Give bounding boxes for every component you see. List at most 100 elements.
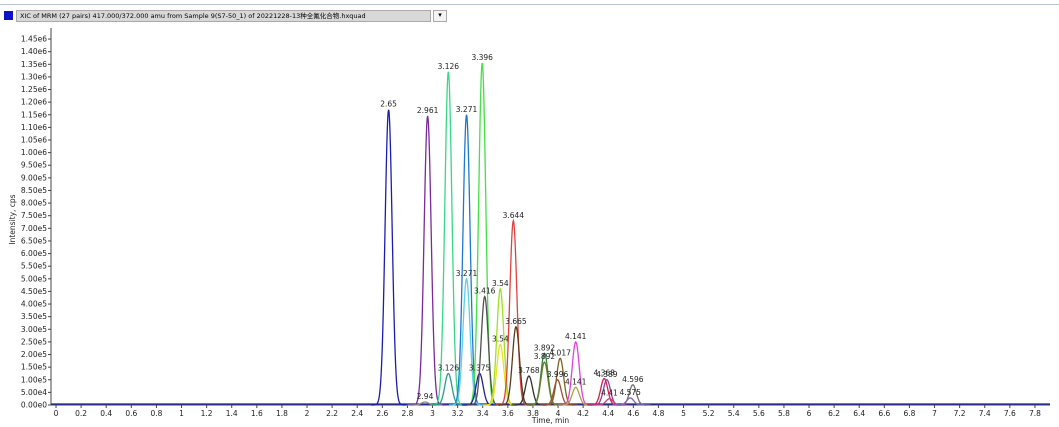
peak bbox=[612, 397, 648, 406]
x-tick-label: 1 bbox=[179, 409, 184, 418]
y-tick-label: 8.00e5 bbox=[21, 199, 47, 208]
peak-label: 4.389 bbox=[596, 370, 618, 379]
y-tick-label: 5.00e4 bbox=[21, 388, 47, 397]
y-tick-label: 2.50e5 bbox=[21, 337, 47, 346]
y-tick-label: 4.50e5 bbox=[21, 287, 47, 296]
y-tick-label: 9.50e5 bbox=[21, 161, 47, 170]
peak-label: 3.768 bbox=[518, 366, 540, 375]
x-tick-label: 6.4 bbox=[853, 409, 865, 418]
x-tick-label: 2.8 bbox=[401, 409, 413, 418]
x-tick-label: 7.8 bbox=[1029, 409, 1041, 418]
y-tick-label: 1.05e6 bbox=[21, 136, 47, 145]
peak-label: 2.65 bbox=[380, 100, 397, 109]
peak bbox=[495, 218, 531, 406]
y-tick-label: 3.00e5 bbox=[21, 325, 47, 334]
y-tick-label: 1.30e6 bbox=[21, 72, 47, 81]
x-tick-label: 5.8 bbox=[778, 409, 790, 418]
peak-label: 4.368 bbox=[593, 369, 615, 378]
peak-label: 4.575 bbox=[619, 388, 641, 397]
peak-label: 2.961 bbox=[417, 106, 439, 115]
x-axis-label: Time, min bbox=[531, 416, 570, 425]
y-tick-label: 1.25e6 bbox=[21, 85, 47, 94]
x-tick-label: 6.6 bbox=[878, 409, 890, 418]
x-tick-label: 1.8 bbox=[276, 409, 288, 418]
x-tick-label: 1.4 bbox=[226, 409, 238, 418]
y-tick-label: 1.45e6 bbox=[21, 35, 47, 44]
x-tick-label: 2 bbox=[305, 409, 310, 418]
trace-name: XIC of MRM (27 pairs) 417.000/372.000 am… bbox=[16, 9, 431, 22]
peak-label: 3.54 bbox=[492, 334, 509, 343]
peak-label: 3.126 bbox=[438, 363, 460, 372]
x-tick-label: 3.8 bbox=[527, 409, 539, 418]
trace-color bbox=[4, 11, 13, 20]
y-tick-label: 5.00e5 bbox=[21, 274, 47, 283]
y-tick-label: 2.00e5 bbox=[21, 350, 47, 359]
x-tick-label: 2.2 bbox=[326, 409, 338, 418]
peak-label: 3.54 bbox=[492, 279, 509, 288]
peak-label: 4.141 bbox=[565, 377, 587, 386]
peak-label: 3.126 bbox=[438, 62, 460, 71]
x-tick-label: 0.4 bbox=[100, 409, 112, 418]
x-tick-label: 7 bbox=[932, 409, 937, 418]
x-tick-label: 1.2 bbox=[201, 409, 213, 418]
x-tick-label: 4.2 bbox=[577, 409, 589, 418]
y-tick-label: 1.35e6 bbox=[21, 60, 47, 69]
y-tick-label: 9.00e5 bbox=[21, 173, 47, 182]
x-tick-label: 4.4 bbox=[602, 409, 614, 418]
peak-label: 3.271 bbox=[456, 269, 478, 278]
x-tick-label: 0 bbox=[54, 409, 59, 418]
peak bbox=[410, 115, 446, 406]
y-tick-label: 0.00e0 bbox=[21, 401, 47, 410]
peak-label: 3.644 bbox=[503, 211, 525, 220]
trace-selector[interactable]: XIC of MRM (27 pairs) 417.000/372.000 am… bbox=[4, 9, 447, 22]
top-border bbox=[0, 4, 1059, 5]
peak-label: 3.396 bbox=[471, 53, 493, 62]
peak bbox=[539, 379, 576, 406]
y-tick-label: 1.50e5 bbox=[21, 363, 47, 372]
peak bbox=[448, 277, 485, 406]
peak-label: 4.017 bbox=[549, 348, 571, 357]
y-tick-label: 1.10e6 bbox=[21, 123, 47, 132]
peak-label: 3.892 bbox=[534, 352, 556, 361]
y-tick-label: 6.00e5 bbox=[21, 249, 47, 258]
x-tick-label: 7.6 bbox=[1004, 409, 1016, 418]
x-tick-label: 3 bbox=[430, 409, 435, 418]
y-tick-label: 1.00e5 bbox=[21, 375, 47, 384]
x-tick-label: 4.6 bbox=[627, 409, 639, 418]
y-tick-label: 1.40e6 bbox=[21, 47, 47, 56]
x-tick-label: 1.6 bbox=[251, 409, 263, 418]
peak bbox=[526, 361, 563, 406]
y-tick-label: 4.00e5 bbox=[21, 300, 47, 309]
x-tick-label: 0.2 bbox=[75, 409, 87, 418]
peak-label: 3.665 bbox=[505, 317, 527, 326]
peak-label: 3.892 bbox=[534, 343, 556, 352]
x-tick-label: 7.4 bbox=[979, 409, 991, 418]
y-tick-label: 6.50e5 bbox=[21, 236, 47, 245]
x-tick-label: 3.6 bbox=[502, 409, 514, 418]
x-tick-label: 0.8 bbox=[150, 409, 162, 418]
x-tick-label: 3.2 bbox=[452, 409, 464, 418]
x-tick-label: 5 bbox=[681, 409, 686, 418]
y-tick-label: 3.50e5 bbox=[21, 312, 47, 321]
peak-label: 3.271 bbox=[456, 105, 478, 114]
peak-label: 3.996 bbox=[547, 370, 569, 379]
x-tick-label: 6 bbox=[807, 409, 812, 418]
y-tick-label: 7.50e5 bbox=[21, 211, 47, 220]
x-tick-label: 4.8 bbox=[652, 409, 664, 418]
peak-label: 4.41 bbox=[601, 389, 618, 398]
x-tick-label: 7.2 bbox=[954, 409, 966, 418]
x-tick-label: 2.6 bbox=[376, 409, 388, 418]
x-tick-label: 2.4 bbox=[351, 409, 363, 418]
peak-label: 2.94 bbox=[417, 392, 434, 401]
y-tick-label: 5.50e5 bbox=[21, 262, 47, 271]
x-tick-label: 5.4 bbox=[728, 409, 740, 418]
x-tick-label: 0.6 bbox=[125, 409, 137, 418]
peak bbox=[430, 71, 466, 406]
peak-label: 3.416 bbox=[474, 286, 496, 295]
dropdown-button[interactable]: ▾ bbox=[433, 9, 447, 22]
y-tick-label: 1.20e6 bbox=[21, 98, 47, 107]
y-tick-label: 8.50e5 bbox=[21, 186, 47, 195]
x-tick-label: 4 bbox=[556, 409, 561, 418]
